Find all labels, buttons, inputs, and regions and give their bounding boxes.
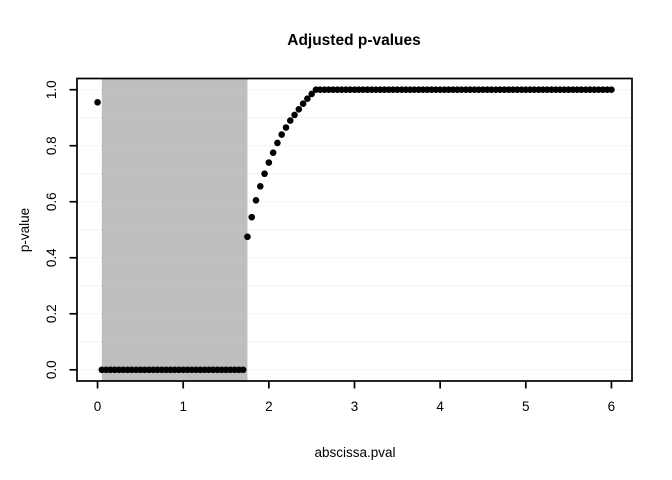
- y-tick-label: 0.8: [44, 136, 59, 155]
- y-tick-label: 0.0: [44, 360, 59, 379]
- x-tick-label: 6: [608, 399, 616, 414]
- y-tick-label: 0.2: [44, 304, 59, 323]
- data-point: [308, 90, 315, 98]
- data-point: [256, 183, 264, 190]
- data-point: [282, 124, 290, 131]
- data-point: [248, 213, 256, 221]
- data-point: [269, 149, 277, 157]
- data-point: [278, 131, 285, 138]
- data-points: [94, 86, 615, 374]
- y-axis: 0.0 0.2 0.4 0.6 0.8 1.0: [44, 80, 77, 379]
- data-point: [265, 159, 273, 166]
- data-point: [286, 117, 294, 124]
- x-tick-label: 5: [522, 399, 530, 414]
- data-point: [291, 111, 298, 119]
- data-point: [608, 86, 615, 94]
- data-point: [261, 170, 268, 178]
- data-point: [299, 100, 307, 108]
- x-axis-label: abscissa.pval: [314, 445, 395, 460]
- data-point: [252, 197, 260, 204]
- x-tick-label: 0: [94, 399, 102, 414]
- data-point: [274, 139, 281, 147]
- data-point: [244, 233, 251, 241]
- x-axis: 0 1 2 3 4 5 6: [94, 381, 615, 414]
- x-tick-label: 4: [436, 399, 444, 414]
- shaded-region-layer: [101, 78, 248, 381]
- y-tick-label: 0.6: [44, 192, 59, 211]
- x-tick-label: 3: [351, 399, 359, 414]
- data-point: [94, 99, 101, 106]
- y-tick-label: 1.0: [44, 80, 59, 99]
- x-tick-label: 1: [179, 399, 187, 414]
- data-point: [304, 95, 311, 102]
- y-axis-label: p-value: [17, 208, 32, 252]
- data-point: [295, 106, 303, 113]
- y-tick-label: 0.4: [44, 248, 59, 267]
- shaded-region: [101, 78, 248, 381]
- chart-title: Adjusted p-values: [287, 32, 421, 49]
- x-tick-label: 2: [265, 399, 273, 414]
- data-point: [239, 366, 247, 374]
